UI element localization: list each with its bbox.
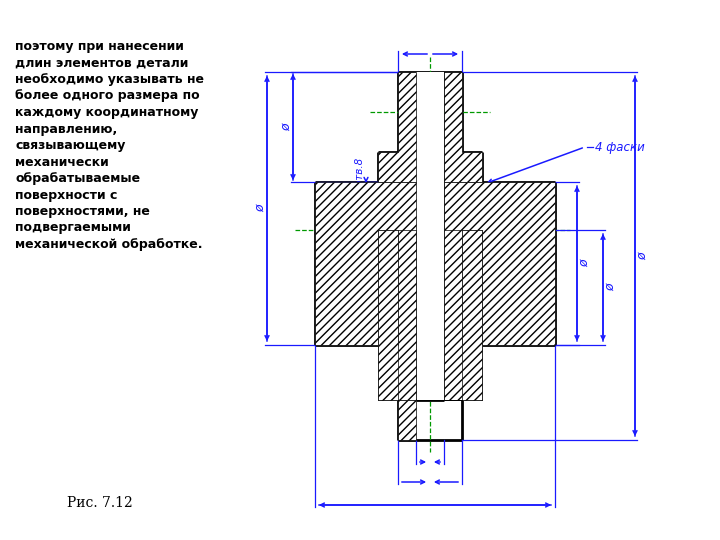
Text: ø: ø [577,260,590,267]
Polygon shape [378,230,398,345]
Polygon shape [315,182,416,400]
Text: ø: ø [279,123,292,131]
Polygon shape [444,72,482,182]
Text: ø: ø [636,252,649,260]
Polygon shape [444,230,482,400]
Text: ø: ø [253,205,266,212]
Text: 4 отв.8: 4 отв.8 [355,158,365,196]
Polygon shape [378,230,416,400]
Polygon shape [444,230,482,400]
Polygon shape [462,230,482,345]
Polygon shape [315,72,555,440]
Polygon shape [378,230,416,440]
Text: Рис. 7.12: Рис. 7.12 [67,496,133,510]
Polygon shape [378,72,416,182]
Polygon shape [416,72,444,400]
Text: поэтому при нанесении
длин элементов детали
необходимо указывать не
более одного: поэтому при нанесении длин элементов дет… [15,40,204,251]
Polygon shape [444,182,555,400]
Text: ø: ø [603,284,616,291]
Text: 4 фаски: 4 фаски [595,140,644,153]
